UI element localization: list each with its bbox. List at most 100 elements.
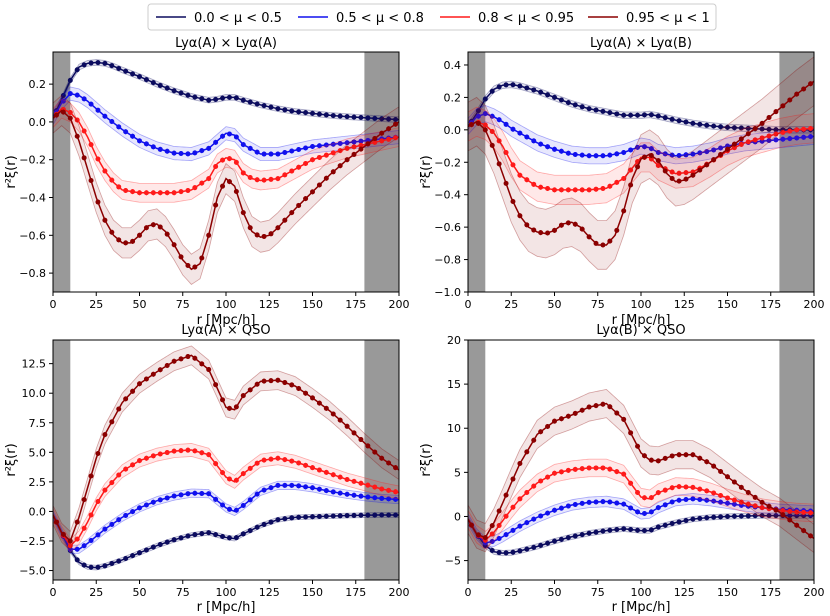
data-point: [206, 491, 212, 497]
x-tick-label: 150: [302, 298, 323, 311]
data-point: [88, 512, 94, 518]
data-point: [628, 182, 634, 188]
data-point: [261, 103, 267, 109]
data-point: [185, 447, 191, 453]
panel-a-qso: 0 25 50 75 100 125 150 175 200 −5.0 −2.5 0.0 2.5 5.0 7…: [19, 339, 410, 599]
y-tick-label: −0.4: [19, 192, 46, 205]
data-point: [572, 501, 578, 507]
data-point: [662, 502, 668, 508]
data-point: [676, 178, 682, 184]
data-point: [565, 503, 571, 509]
data-point: [316, 486, 322, 492]
data-point: [67, 115, 73, 121]
y-tick-label: −0.6: [434, 221, 461, 234]
data-point: [386, 136, 392, 142]
data-point: [81, 155, 87, 161]
x-tick-label: 125: [259, 586, 280, 599]
data-point: [558, 222, 564, 228]
data-point: [718, 145, 724, 151]
data-point: [60, 109, 66, 115]
y-tick-label: 2.5: [29, 476, 47, 489]
data-point: [614, 179, 620, 185]
data-point: [393, 116, 399, 122]
data-point: [676, 118, 682, 124]
data-point: [157, 451, 163, 457]
data-point: [648, 112, 654, 118]
data-point: [503, 82, 509, 88]
data-point: [150, 80, 156, 86]
data-point: [794, 513, 800, 519]
y-axis-label-0: r²ξ(r): [4, 155, 19, 188]
data-point: [213, 532, 219, 538]
data-point: [531, 227, 537, 233]
data-point: [386, 487, 392, 493]
data-point: [323, 142, 329, 148]
data-point: [676, 152, 682, 158]
data-point: [780, 103, 786, 109]
legend: 0.0 < μ < 0.5 0.5 < μ < 0.8 0.8 < μ < 0.…: [147, 3, 717, 31]
data-point: [552, 227, 557, 233]
data-point: [517, 496, 523, 502]
data-point: [102, 432, 108, 438]
data-point: [233, 507, 239, 513]
data-point: [773, 109, 779, 115]
data-point: [669, 152, 675, 158]
data-point: [330, 489, 336, 495]
data-point: [330, 141, 336, 147]
data-point: [74, 92, 80, 98]
data-point: [303, 462, 309, 468]
data-point: [662, 487, 668, 493]
data-point: [697, 150, 703, 156]
data-point: [593, 240, 599, 246]
data-point: [123, 68, 129, 74]
data-point: [282, 482, 288, 488]
data-point: [171, 150, 177, 156]
data-point: [240, 142, 246, 148]
data-point: [130, 71, 136, 77]
y-tick-label: −0.8: [19, 267, 46, 280]
data-point: [247, 528, 253, 534]
data-point: [81, 543, 87, 549]
data-point: [552, 146, 557, 152]
data-point: [171, 88, 177, 94]
data-point: [282, 457, 288, 463]
data-point: [496, 161, 502, 167]
model-line-0: [53, 514, 399, 569]
data-point: [545, 423, 551, 429]
data-point: [344, 423, 350, 429]
data-point: [109, 419, 115, 425]
data-point: [164, 450, 170, 456]
data-point: [102, 563, 108, 569]
error-band-0: [53, 512, 399, 571]
data-point: [683, 452, 689, 458]
data-point: [275, 106, 281, 112]
data-point: [88, 538, 94, 544]
data-point: [81, 128, 87, 134]
data-point: [731, 145, 737, 151]
data-point: [738, 141, 744, 147]
y-axis-label-2: r²ξ(r): [4, 443, 19, 476]
data-point: [635, 509, 641, 515]
data-point: [510, 476, 516, 482]
data-point: [586, 530, 592, 536]
data-point: [711, 463, 717, 469]
data-point: [738, 136, 744, 142]
data-point: [95, 564, 101, 570]
data-point: [552, 470, 557, 476]
data-point: [130, 388, 136, 394]
data-point: [787, 508, 793, 514]
data-point: [316, 111, 322, 117]
y-tick-label: 0: [454, 510, 461, 523]
x-tick-label: 100: [216, 586, 237, 599]
data-point: [808, 126, 814, 132]
data-point: [102, 60, 108, 66]
data-point: [116, 517, 122, 523]
data-point: [67, 77, 73, 83]
data-point: [178, 448, 184, 454]
data-point: [808, 510, 814, 516]
data-point: [88, 473, 94, 479]
y-tick-label: 0.0: [29, 505, 47, 518]
data-point: [628, 147, 634, 153]
data-point: [254, 177, 260, 183]
